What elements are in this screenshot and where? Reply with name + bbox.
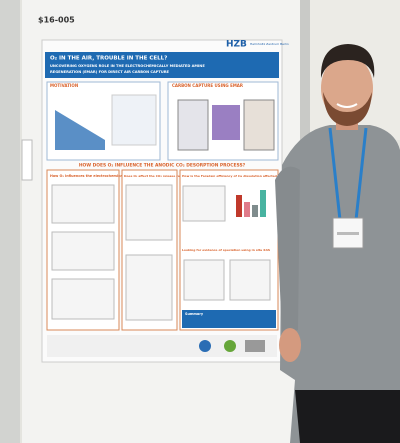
logo-short: HZB (226, 40, 247, 50)
figure (51, 184, 115, 224)
figure (252, 205, 258, 217)
figure (182, 185, 226, 222)
hair (320, 44, 375, 78)
column-heading: How O₂ influences the electrochemical re… (50, 174, 143, 178)
figure (55, 110, 105, 150)
figure (125, 254, 173, 321)
badge-text (337, 232, 359, 235)
logo (199, 340, 211, 352)
figure (111, 94, 157, 146)
figure (236, 195, 242, 217)
hand (279, 328, 301, 362)
neighbor-board (0, 0, 20, 443)
logo-long: Helmholtz Zentrum Berlin (250, 42, 289, 46)
lanyard (328, 127, 368, 221)
poster-title: O₂ IN THE AIR, TROUBLE IN THE CELL? (50, 56, 167, 62)
shirt (280, 125, 400, 443)
arm (275, 166, 300, 335)
clip (21, 139, 33, 181)
poster-subtitle: REGENERATION (EMAR) FOR DIRECT AIR CARBO… (50, 70, 170, 74)
footer (47, 335, 277, 357)
figure (229, 259, 271, 301)
section-heading: CARBON CAPTURE USING EMAR (172, 83, 243, 88)
section-heading: HOW DOES O₂ INFLUENCE THE ANODIC CO₂ DES… (79, 163, 246, 169)
section-heading: MOTIVATION (50, 83, 78, 88)
column-heading: How is the Faradaic efficiency of Cu dis… (182, 174, 300, 178)
summary-box (182, 310, 276, 328)
figure (243, 99, 275, 151)
logo (245, 340, 265, 352)
column-heading: Looking for evidence of speciation using… (182, 248, 270, 252)
trousers (295, 390, 400, 443)
summary-heading: Summary (185, 312, 204, 316)
figure (212, 105, 240, 140)
smile (336, 103, 358, 108)
face (321, 55, 373, 121)
figure (260, 190, 266, 217)
title-band (45, 52, 279, 78)
poster-subtitle: UNCOVERING OXYGENS ROLE IN THE ELECTROCH… (50, 64, 205, 68)
figure (177, 99, 209, 151)
figure (51, 278, 115, 320)
column-heading: Does O₂ affect the CO₂ release reaction … (124, 174, 203, 178)
figure (244, 202, 250, 217)
logo (224, 340, 236, 352)
board-id: $16-005 (38, 16, 75, 25)
figure (125, 184, 173, 241)
figure (51, 231, 115, 271)
figure (183, 259, 225, 301)
beard (323, 92, 372, 126)
